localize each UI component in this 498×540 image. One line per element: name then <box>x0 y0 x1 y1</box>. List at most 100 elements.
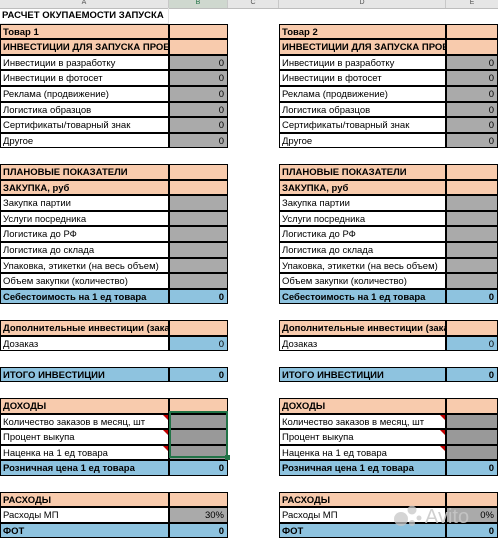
section-header[interactable]: РАСХОДЫ <box>0 491 169 508</box>
row-label[interactable]: Реклама (продвижение) <box>0 86 169 102</box>
row-label[interactable]: Логистика образцов <box>0 101 169 118</box>
row-value[interactable]: 0 <box>169 366 228 383</box>
row-label[interactable]: Количество заказов в месяц, шт <box>279 413 446 430</box>
row-value[interactable]: 0 <box>446 460 498 476</box>
section-header[interactable]: ЗАКУПКА, руб <box>0 179 169 196</box>
row-value-input[interactable]: 0 <box>169 54 228 71</box>
section-header[interactable]: РАСХОДЫ <box>279 491 446 508</box>
product-name[interactable]: Товар 2 <box>279 23 446 40</box>
row-label[interactable]: Объем закупки (количество) <box>0 273 169 289</box>
row-label[interactable]: Наценка на 1 ед товара <box>279 444 446 461</box>
row-label[interactable]: Другое <box>279 132 446 149</box>
section-header[interactable]: ЗАКУПКА, руб <box>279 179 446 196</box>
row-value-input[interactable] <box>446 273 498 289</box>
row-label[interactable]: Логистика до РФ <box>0 226 169 242</box>
row-label[interactable]: Себестоимость на 1 ед товара <box>279 288 446 305</box>
row-label[interactable]: Закупка партии <box>279 195 446 211</box>
section-header-value-cell[interactable] <box>169 398 228 414</box>
row-label[interactable]: Сертификаты/товарный знак <box>0 117 169 133</box>
row-label[interactable]: Розничная цена 1 ед товара <box>0 460 169 476</box>
row-value[interactable]: 0 <box>169 335 228 352</box>
section-header-value-cell[interactable] <box>169 320 228 336</box>
row-value-input[interactable] <box>169 242 228 258</box>
row-value[interactable]: 0 <box>446 288 498 305</box>
row-value[interactable]: 30% <box>169 507 228 523</box>
row-value-input[interactable]: 0 <box>446 70 498 86</box>
row-value-input[interactable]: 0 <box>169 86 228 102</box>
section-header[interactable]: Дополнительные инвестиции (заказы) <box>0 320 169 336</box>
row-value-input[interactable] <box>446 429 498 445</box>
row-value-input[interactable] <box>169 273 228 289</box>
row-value-input[interactable]: 0 <box>169 132 228 149</box>
section-header-value-cell[interactable] <box>169 39 228 55</box>
row-label[interactable]: Расходы МП <box>279 507 446 523</box>
row-label[interactable]: Инвестиции в разработку <box>0 54 169 71</box>
row-label[interactable]: Упаковка, этикетки (на весь объем) <box>279 257 446 274</box>
section-header[interactable]: ИНВЕСТИЦИИ ДЛЯ ЗАПУСКА ПРОЕКТА, руб. <box>279 39 446 55</box>
row-label[interactable]: Услуги посредника <box>279 210 446 227</box>
section-header[interactable]: ДОХОДЫ <box>279 398 446 414</box>
row-label[interactable]: Процент выкупа <box>279 429 446 445</box>
section-header[interactable]: Дополнительные инвестиции (заказы) <box>279 320 446 336</box>
row-label[interactable]: ФОТ <box>279 522 446 539</box>
row-label[interactable]: Услуги посредника <box>0 210 169 227</box>
section-header[interactable]: ПЛАНОВЫЕ ПОКАЗАТЕЛИ <box>279 164 446 180</box>
row-value-input[interactable]: 0 <box>169 70 228 86</box>
row-label[interactable]: Упаковка, этикетки (на весь объем) <box>0 257 169 274</box>
column-header-a[interactable]: A <box>0 0 169 8</box>
section-header-value-cell[interactable] <box>446 398 498 414</box>
row-value-input[interactable] <box>169 444 228 461</box>
row-label[interactable]: Логистика до склада <box>0 242 169 258</box>
row-label[interactable]: Розничная цена 1 ед товара <box>279 460 446 476</box>
sheet-title[interactable]: РАСЧЕТ ОКУПАЕМОСТИ ЗАПУСКА <box>0 8 169 24</box>
row-value-input[interactable] <box>446 195 498 211</box>
row-value-input[interactable] <box>169 429 228 445</box>
row-value-input[interactable] <box>446 210 498 227</box>
row-label[interactable]: Себестоимость на 1 ед товара <box>0 288 169 305</box>
row-label[interactable]: Логистика образцов <box>279 101 446 118</box>
row-value[interactable]: 0% <box>446 507 498 523</box>
row-label[interactable]: Наценка на 1 ед товара <box>0 444 169 461</box>
row-value[interactable]: 0 <box>169 522 228 539</box>
section-header-value-cell[interactable] <box>169 179 228 196</box>
row-value-input[interactable] <box>446 444 498 461</box>
row-label[interactable]: Расходы МП <box>0 507 169 523</box>
row-value-input[interactable]: 0 <box>446 101 498 118</box>
row-label[interactable]: Дозаказ <box>279 335 446 352</box>
row-label[interactable]: Логистика до склада <box>279 242 446 258</box>
column-header-e[interactable]: E <box>446 0 498 8</box>
row-label[interactable]: Дозаказ <box>0 335 169 352</box>
row-value-input[interactable] <box>446 226 498 242</box>
row-value-input[interactable] <box>169 226 228 242</box>
row-value-input[interactable]: 0 <box>446 86 498 102</box>
row-label[interactable]: Инвестиции в фотосет <box>279 70 446 86</box>
row-value-input[interactable] <box>169 413 228 430</box>
product-name-value-cell[interactable] <box>169 23 228 40</box>
row-label[interactable]: Процент выкупа <box>0 429 169 445</box>
row-label[interactable]: Реклама (продвижение) <box>279 86 446 102</box>
row-value-input[interactable] <box>446 242 498 258</box>
row-label[interactable]: Инвестиции в разработку <box>279 54 446 71</box>
row-value-input[interactable] <box>169 195 228 211</box>
row-value-input[interactable] <box>169 210 228 227</box>
row-label[interactable]: ФОТ <box>0 522 169 539</box>
row-label[interactable]: Инвестиции в фотосет <box>0 70 169 86</box>
row-value-input[interactable] <box>446 413 498 430</box>
column-header-d[interactable]: D <box>279 0 446 8</box>
row-label[interactable]: Объем закупки (количество) <box>279 273 446 289</box>
section-header-value-cell[interactable] <box>169 491 228 508</box>
row-value-input[interactable]: 0 <box>169 101 228 118</box>
row-label[interactable]: Количество заказов в месяц, шт <box>0 413 169 430</box>
section-header[interactable]: ИНВЕСТИЦИИ ДЛЯ ЗАПУСКА ПРОЕКТА, руб. <box>0 39 169 55</box>
row-value-input[interactable]: 0 <box>446 54 498 71</box>
row-value[interactable]: 0 <box>169 288 228 305</box>
section-header-value-cell[interactable] <box>446 179 498 196</box>
row-value-input[interactable] <box>446 257 498 274</box>
row-value-input[interactable] <box>169 257 228 274</box>
row-label[interactable]: Сертификаты/товарный знак <box>279 117 446 133</box>
row-label[interactable]: ИТОГО ИНВЕСТИЦИИ <box>0 366 169 383</box>
row-value-input[interactable]: 0 <box>169 117 228 133</box>
section-header-value-cell[interactable] <box>169 164 228 180</box>
section-header[interactable]: ДОХОДЫ <box>0 398 169 414</box>
row-value-input[interactable]: 0 <box>446 132 498 149</box>
